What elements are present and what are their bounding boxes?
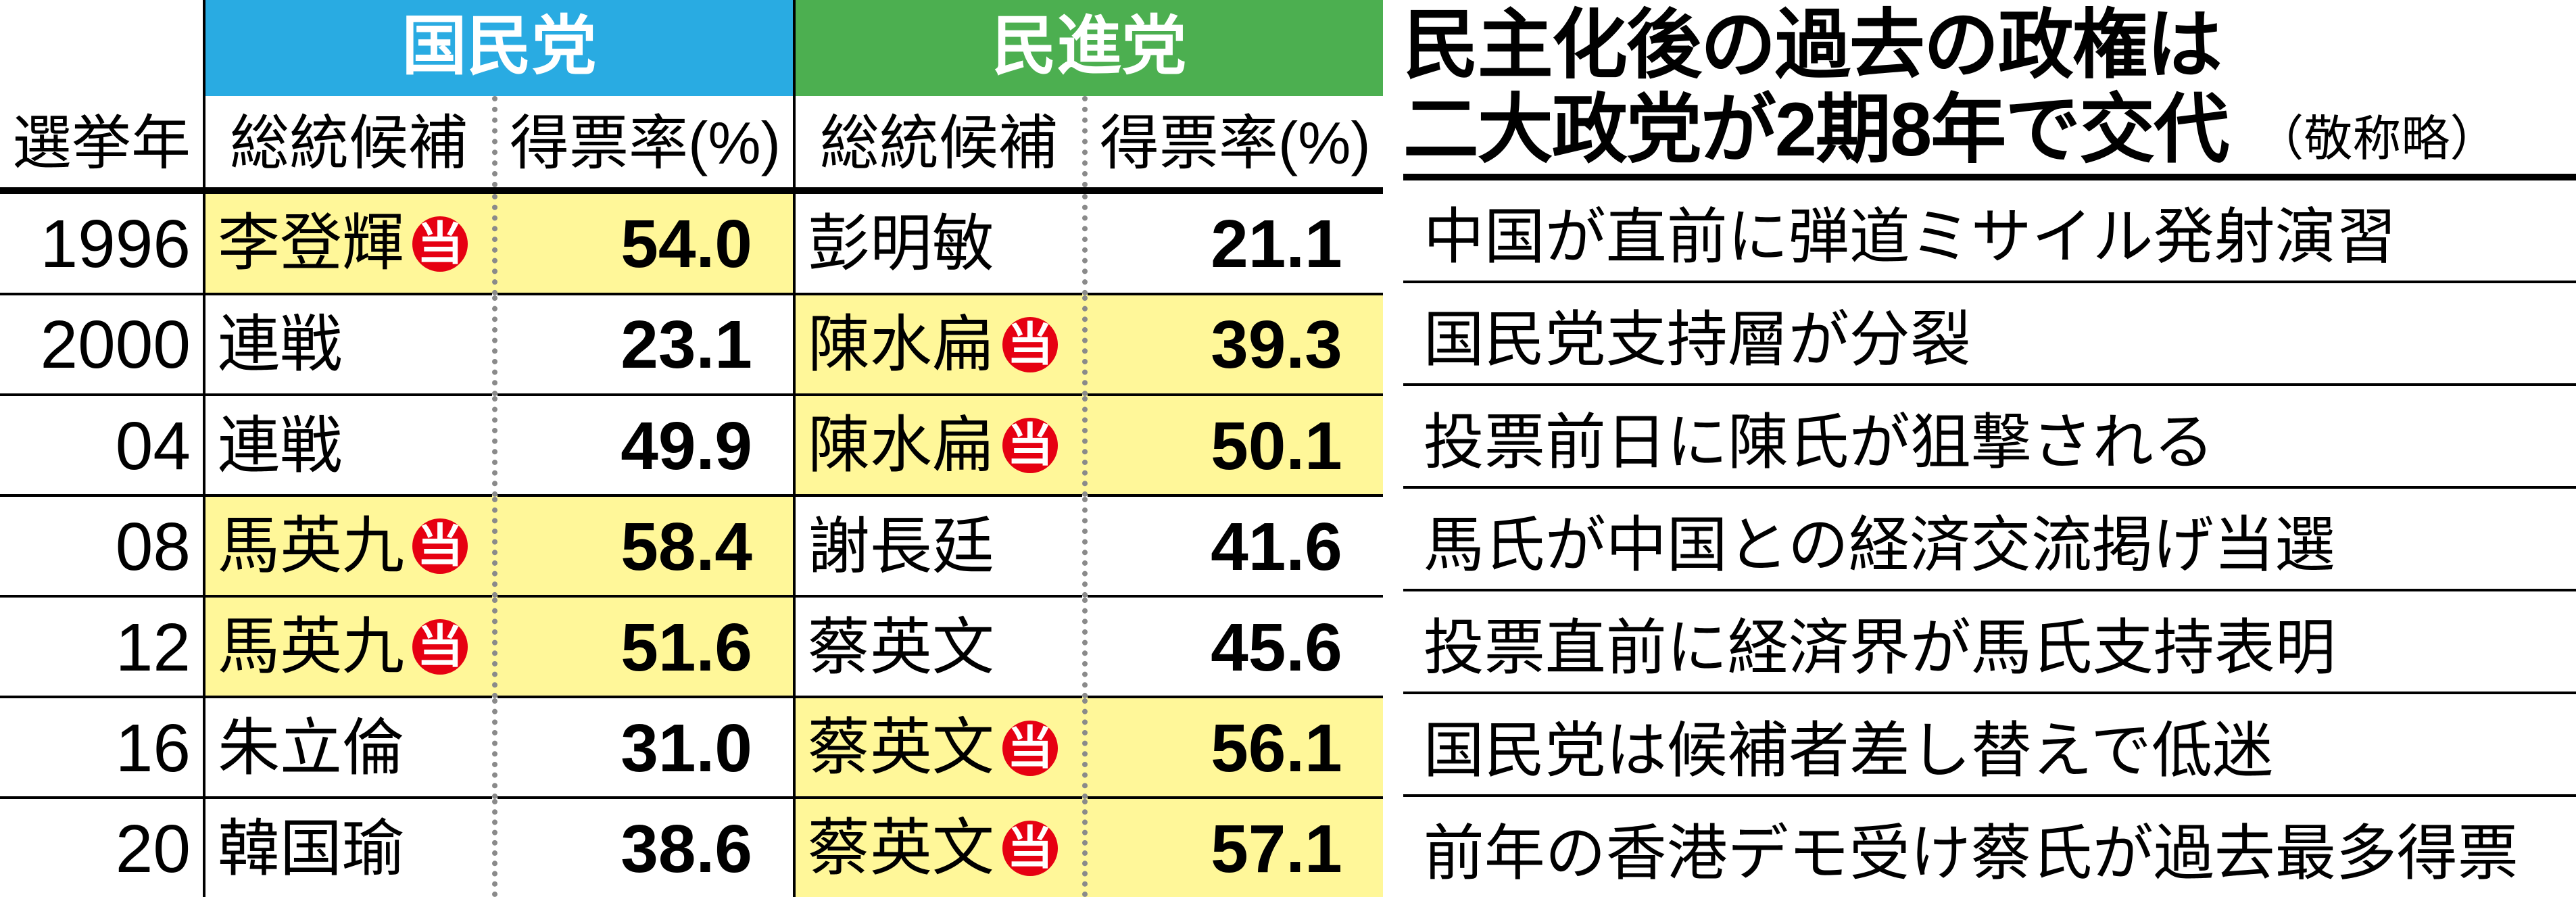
headline-note: （敬称略） bbox=[2255, 112, 2498, 166]
kmt-pct-cell: 51.6 bbox=[495, 596, 794, 697]
candidate-name: 連戦 bbox=[218, 310, 342, 379]
dpp-pct-cell: 41.6 bbox=[1085, 495, 1383, 596]
kmt-pct-cell: 23.1 bbox=[495, 294, 794, 395]
kmt-pct-cell: 58.4 bbox=[495, 495, 794, 596]
winner-badge-icon: 当 bbox=[1002, 821, 1058, 876]
winner-badge-icon: 当 bbox=[412, 619, 468, 675]
year-cell: 12 bbox=[0, 596, 204, 697]
kmt-pct-cell: 31.0 bbox=[495, 697, 794, 798]
election-note: 国民党支持層が分裂 bbox=[1403, 282, 2576, 385]
candidate-name: 蔡英文 bbox=[808, 814, 994, 883]
year-cell: 2000 bbox=[0, 294, 204, 395]
dpp-candidate-cell: 蔡英文 bbox=[794, 596, 1085, 697]
dpp-candidate-cell: 謝長廷 bbox=[794, 495, 1085, 596]
election-history-table: 国民党 民進党 選挙年 総統候補 得票率(%) 総統候補 得票率(%) 1996… bbox=[0, 0, 2576, 897]
table-row: 12馬英九当51.6蔡英文45.6 bbox=[0, 596, 1383, 697]
candidate-name: 謝長廷 bbox=[808, 512, 994, 581]
dpp-pct-cell: 50.1 bbox=[1085, 395, 1383, 495]
headline-line2: 二大政党が2期8年で交代 bbox=[1403, 87, 2229, 172]
dpp-candidate-cell: 彭明敏 bbox=[794, 191, 1085, 294]
candidate-name: 連戦 bbox=[218, 412, 342, 481]
election-note: 馬氏が中国との経済交流掲げ当選 bbox=[1403, 487, 2576, 590]
party-header-dpp: 民進党 bbox=[794, 0, 1383, 96]
col-header-kmt-pct: 得票率(%) bbox=[495, 96, 794, 191]
col-header-dpp-pct: 得票率(%) bbox=[1085, 96, 1383, 191]
dpp-candidate-cell: 陳水扁当 bbox=[794, 294, 1085, 395]
col-header-year: 選挙年 bbox=[0, 96, 204, 191]
candidate-name: 馬英九 bbox=[218, 612, 404, 681]
year-cell: 20 bbox=[0, 798, 204, 897]
notes-panel: 民主化後の過去の政権は 二大政党が2期8年で交代 （敬称略） 中国が直前に弾道ミサ… bbox=[1383, 0, 2576, 897]
col-header-kmt-candidate: 総統候補 bbox=[204, 96, 495, 191]
year-cell: 1996 bbox=[0, 191, 204, 294]
election-note: 前年の香港デモ受け蔡氏が過去最多得票 bbox=[1403, 796, 2576, 897]
candidate-name: 蔡英文 bbox=[808, 713, 994, 782]
winner-badge-icon: 当 bbox=[1002, 721, 1058, 776]
election-note: 国民党は候補者差し替えで低迷 bbox=[1403, 693, 2576, 796]
kmt-pct-cell: 54.0 bbox=[495, 191, 794, 294]
table-row: 08馬英九当58.4謝長廷41.6 bbox=[0, 495, 1383, 596]
kmt-candidate-cell: 連戦 bbox=[204, 395, 495, 495]
candidate-name: 馬英九 bbox=[218, 512, 404, 581]
election-note: 投票直前に経済界が馬氏支持表明 bbox=[1403, 590, 2576, 693]
candidate-name: 彭明敏 bbox=[808, 210, 994, 278]
dpp-pct-cell: 45.6 bbox=[1085, 596, 1383, 697]
candidate-name: 李登輝 bbox=[218, 209, 404, 278]
kmt-candidate-cell: 馬英九当 bbox=[204, 596, 495, 697]
election-note: 投票前日に陳氏が狙撃される bbox=[1403, 385, 2576, 487]
headline-line1: 民主化後の過去の政権は bbox=[1403, 3, 2221, 87]
winner-badge-icon: 当 bbox=[1002, 317, 1058, 372]
winner-badge-icon: 当 bbox=[1002, 418, 1058, 473]
dpp-pct-cell: 56.1 bbox=[1085, 697, 1383, 798]
winner-badge-icon: 当 bbox=[412, 216, 468, 272]
dpp-candidate-cell: 蔡英文当 bbox=[794, 697, 1085, 798]
year-cell: 16 bbox=[0, 697, 204, 798]
dpp-candidate-cell: 陳水扁当 bbox=[794, 395, 1085, 495]
party-header-kmt: 国民党 bbox=[204, 0, 794, 96]
dpp-pct-cell: 21.1 bbox=[1085, 191, 1383, 294]
kmt-candidate-cell: 朱立倫 bbox=[204, 697, 495, 798]
col-header-dpp-candidate: 総統候補 bbox=[794, 96, 1085, 191]
candidate-name: 韓国瑜 bbox=[218, 815, 404, 883]
kmt-candidate-cell: 連戦 bbox=[204, 294, 495, 395]
candidate-name: 蔡英文 bbox=[808, 613, 994, 682]
kmt-pct-cell: 49.9 bbox=[495, 395, 794, 495]
candidate-name: 陳水扁 bbox=[808, 310, 994, 379]
year-cell: 04 bbox=[0, 395, 204, 495]
table-row: 20韓国瑜38.6蔡英文当57.1 bbox=[0, 798, 1383, 897]
table-row: 16朱立倫31.0蔡英文当56.1 bbox=[0, 697, 1383, 798]
candidate-name: 朱立倫 bbox=[218, 714, 404, 783]
kmt-candidate-cell: 馬英九当 bbox=[204, 495, 495, 596]
winner-badge-icon: 当 bbox=[412, 518, 468, 574]
year-cell: 08 bbox=[0, 495, 204, 596]
kmt-pct-cell: 38.6 bbox=[495, 798, 794, 897]
headline: 民主化後の過去の政権は 二大政党が2期8年で交代 （敬称略） bbox=[1403, 0, 2576, 174]
results-table: 国民党 民進党 選挙年 総統候補 得票率(%) 総統候補 得票率(%) 1996… bbox=[0, 0, 1383, 897]
dpp-candidate-cell: 蔡英文当 bbox=[794, 798, 1085, 897]
dpp-pct-cell: 39.3 bbox=[1085, 294, 1383, 395]
dpp-pct-cell: 57.1 bbox=[1085, 798, 1383, 897]
kmt-candidate-cell: 韓国瑜 bbox=[204, 798, 495, 897]
candidate-name: 陳水扁 bbox=[808, 411, 994, 480]
election-note: 中国が直前に弾道ミサイル発射演習 bbox=[1403, 177, 2576, 282]
table-row: 04連戦49.9陳水扁当50.1 bbox=[0, 395, 1383, 495]
kmt-candidate-cell: 李登輝当 bbox=[204, 191, 495, 294]
table-row: 1996李登輝当54.0彭明敏21.1 bbox=[0, 191, 1383, 294]
table-row: 2000連戦23.1陳水扁当39.3 bbox=[0, 294, 1383, 395]
